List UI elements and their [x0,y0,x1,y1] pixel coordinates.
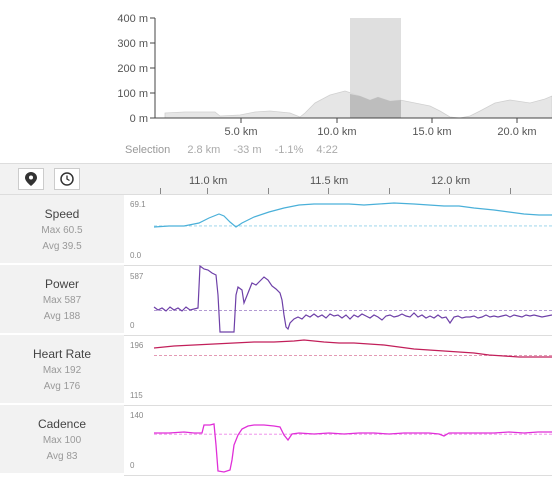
time-mode-button[interactable] [54,168,80,190]
chart-toolbar: 11.0 km 11.5 km 12.0 km [0,163,552,195]
cadence-series [154,423,552,473]
power-info: Power Max 587 Avg 188 [0,265,124,334]
speed-panel: Speed Max 60.5 Avg 39.5 69.1 0.0 [0,195,552,266]
metric-name: Cadence [37,417,87,431]
elevation-y-tick-label: 200 m [117,63,148,75]
power-chart[interactable]: 587 0 [124,265,552,336]
map-pin-icon [25,172,37,186]
metric-name: Speed [44,207,80,221]
distance-mode-button[interactable] [18,168,44,190]
selection-grade: -1.1% [274,144,304,156]
elevation-y-tick-label: 300 m [117,38,148,50]
elevation-y-tick-label: 400 m [117,13,148,25]
distance-tick [389,188,390,194]
speed-chart[interactable]: 69.1 0.0 [124,195,552,266]
distance-tick [510,188,511,194]
distance-tick [160,188,161,194]
heart-rate-info: Heart Rate Max 192 Avg 176 [0,335,124,404]
metric-max: Max 192 [42,365,82,376]
metric-avg: Avg 188 [43,311,81,322]
selection-summary: Selection 2.8 km -33 m -1.1% 4:22 [125,144,348,156]
y-max-label: 140 [130,411,144,420]
elevation-x-tick-label: 10.0 km [317,126,356,138]
metric-max: Max 100 [42,435,82,446]
elevation-x-tick-label: 20.0 km [497,126,536,138]
elevation-y-tick-label: 0 m [130,113,148,125]
y-min-label: 0.0 [130,251,142,260]
y-max-label: 69.1 [130,200,146,209]
heart-rate-series [153,339,552,358]
power-series [153,265,552,333]
distance-label: 11.0 km [189,175,228,187]
selection-label: Selection [125,144,171,156]
distance-tick [328,188,329,194]
metric-max: Max 60.5 [41,225,83,236]
power-panel: Power Max 587 Avg 188 587 0 [0,265,552,336]
y-min-label: 115 [130,391,143,400]
metric-avg: Avg 83 [46,451,78,462]
cadence-panel: Cadence Max 100 Avg 83 140 0 [0,405,552,476]
distance-tick [207,188,208,194]
y-max-label: 587 [130,272,144,281]
cadence-info: Cadence Max 100 Avg 83 [0,405,124,474]
distance-tick [268,188,269,194]
metric-name: Power [44,277,79,291]
y-max-label: 196 [130,341,144,350]
selection-distance: 2.8 km [187,144,221,156]
heart-rate-panel: Heart Rate Max 192 Avg 176 196 115 [0,335,552,406]
clock-icon [60,172,74,186]
speed-info: Speed Max 60.5 Avg 39.5 [0,195,124,264]
y-min-label: 0 [130,321,135,330]
metric-name: Heart Rate [32,347,92,361]
distance-label: 11.5 km [310,175,349,187]
metric-avg: Avg 39.5 [42,241,82,252]
elevation-y-tick-label: 100 m [117,88,148,100]
cadence-chart[interactable]: 140 0 [124,405,552,476]
elevation-x-tick-label: 5.0 km [224,126,257,138]
elevation-x-tick-label: 15.0 km [412,126,451,138]
y-min-label: 0 [130,461,135,470]
distance-label: 12.0 km [431,175,471,187]
elevation-chart[interactable]: 400 m 300 m 200 m 100 m 0 m 5.0 km 10.0 km 15.… [0,0,552,165]
distance-tick [449,188,450,194]
metric-max: Max 587 [42,295,82,306]
selection-time: 4:22 [316,144,338,156]
speed-series [153,202,552,228]
heart-rate-chart[interactable]: 196 115 [124,335,552,406]
selection-elevation: -33 m [233,144,262,156]
metric-avg: Avg 176 [43,381,81,392]
selection-area [350,94,401,118]
